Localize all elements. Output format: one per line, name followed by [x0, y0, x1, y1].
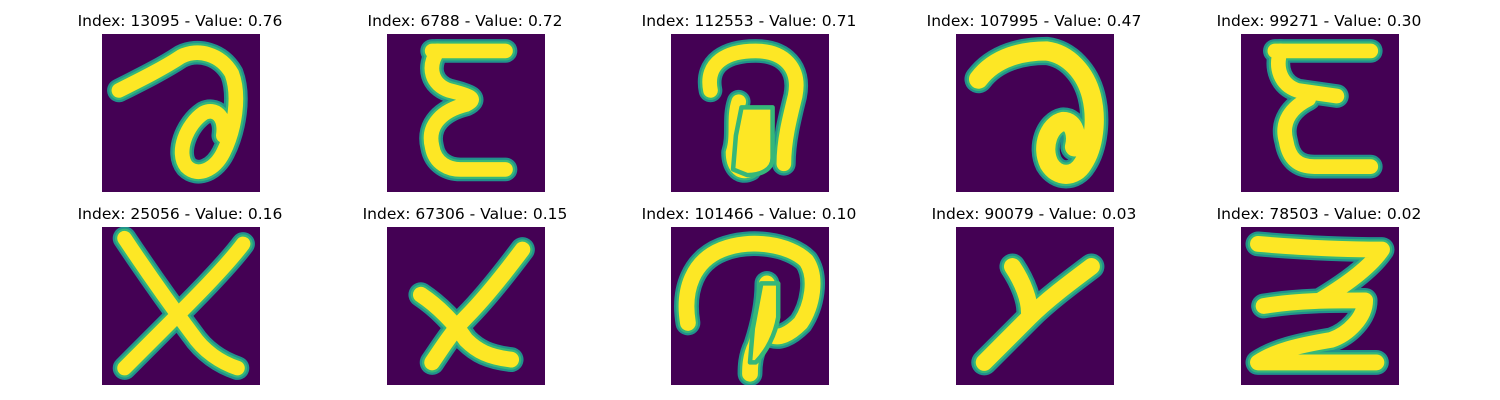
panel-title: Index: 6788 - Value: 0.72	[325, 12, 605, 30]
panel-title: Index: 78503 - Value: 0.02	[1179, 205, 1459, 223]
digit-image	[102, 227, 260, 385]
panel-title: Index: 13095 - Value: 0.76	[40, 12, 320, 30]
digit-image	[1241, 34, 1399, 192]
digit-image	[102, 34, 260, 192]
digit-image	[1241, 227, 1399, 385]
digit-image	[387, 34, 545, 192]
digit-image	[671, 34, 829, 192]
panel-title: Index: 99271 - Value: 0.30	[1179, 12, 1459, 30]
panel-title: Index: 90079 - Value: 0.03	[894, 205, 1174, 223]
glyph-blob	[733, 107, 773, 175]
panel-title: Index: 112553 - Value: 0.71	[609, 12, 889, 30]
panel-title: Index: 101466 - Value: 0.10	[609, 205, 889, 223]
digit-image	[671, 227, 829, 385]
panel-title: Index: 107995 - Value: 0.47	[894, 12, 1174, 30]
panel-title: Index: 67306 - Value: 0.15	[325, 205, 605, 223]
panel-title: Index: 25056 - Value: 0.16	[40, 205, 320, 223]
digit-image	[956, 227, 1114, 385]
digit-image	[956, 34, 1114, 192]
digit-image	[387, 227, 545, 385]
